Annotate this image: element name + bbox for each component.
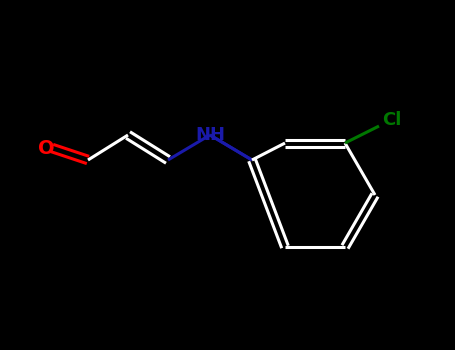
Text: NH: NH bbox=[195, 126, 225, 144]
Text: O: O bbox=[38, 139, 54, 158]
Text: Cl: Cl bbox=[382, 111, 401, 129]
